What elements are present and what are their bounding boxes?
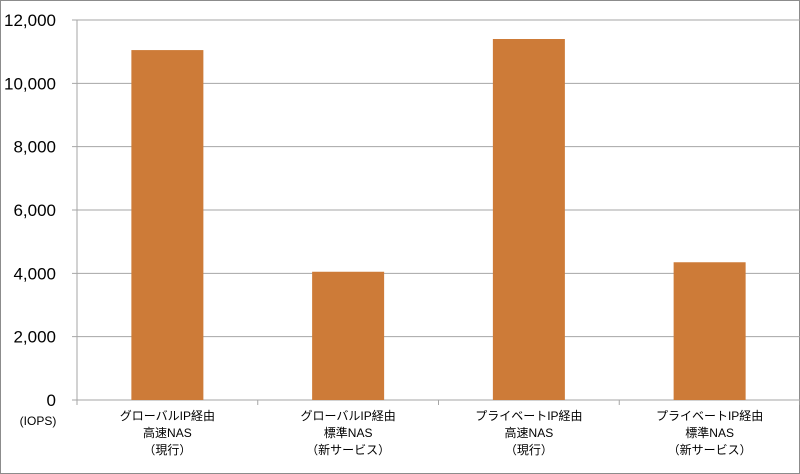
y-tick-label: 12,000: [4, 11, 56, 30]
y-tick-label: 4,000: [13, 264, 56, 283]
y-tick-label: 6,000: [13, 201, 56, 220]
x-category-label: プライベートIP経由: [475, 409, 582, 423]
x-category-label: （現行）: [143, 443, 191, 457]
y-tick-label: 0: [47, 391, 56, 410]
y-unit-label: (IOPS): [20, 414, 57, 428]
bar: [673, 262, 746, 400]
y-tick-label: 10,000: [4, 74, 56, 93]
x-category-label: 標準NAS: [324, 425, 373, 440]
x-category-label: 高速NAS: [143, 425, 192, 440]
bar: [492, 39, 565, 400]
x-category-label: グローバルIP経由: [120, 409, 215, 423]
x-category-label: 高速NAS: [505, 425, 554, 440]
x-category-label: （現行）: [505, 443, 553, 457]
x-category-label: （新サービス）: [306, 442, 390, 457]
y-tick-label: 2,000: [13, 328, 56, 347]
x-category-label: （新サービス）: [668, 442, 752, 457]
x-category-label: 標準NAS: [685, 425, 734, 440]
bar: [312, 271, 385, 400]
bar: [131, 50, 204, 400]
x-category-label: プライベートIP経由: [656, 409, 763, 423]
x-category-label: グローバルIP経由: [301, 409, 396, 423]
y-tick-label: 8,000: [13, 138, 56, 157]
